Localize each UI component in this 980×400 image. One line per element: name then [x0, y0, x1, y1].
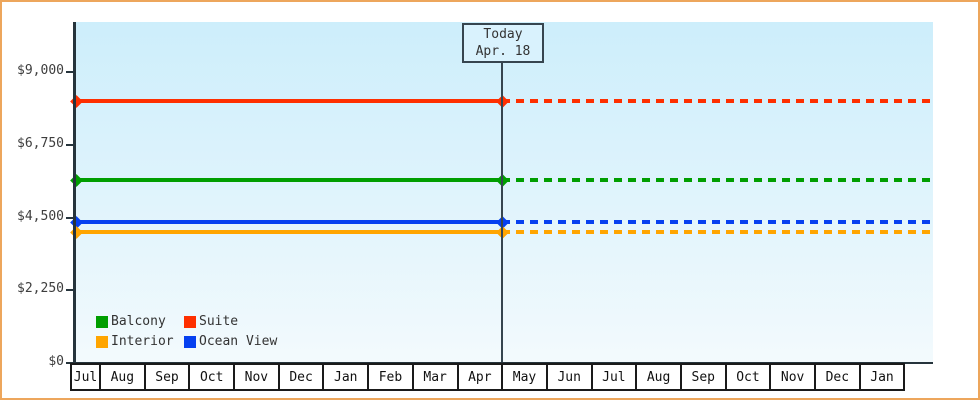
legend-swatch: [184, 336, 196, 348]
month-label: Oct: [736, 369, 760, 385]
today-line: [501, 62, 503, 363]
legend-label: Suite: [199, 314, 239, 329]
month-axis: Jul Aug Sep Oct Nov Dec Jan Feb Mar Apr May Jun Jul A…: [70, 363, 933, 391]
price-line-forecast-balcony: [502, 178, 933, 183]
month-label: Jul: [73, 369, 98, 385]
month-cell: Oct: [724, 363, 772, 391]
month-label: Aug: [110, 369, 135, 385]
month-cell: May: [501, 363, 548, 391]
y-tick-label: $6,750: [17, 135, 64, 151]
month-label: Sep: [691, 369, 716, 385]
price-line-solid-balcony: [76, 178, 502, 183]
y-tick: [66, 143, 75, 146]
month-label: Dec: [825, 369, 850, 385]
legend-item-interior: Interior: [96, 335, 174, 349]
y-tick-label: $9,000: [17, 63, 64, 78]
y-tick: [66, 289, 75, 292]
y-tick: [66, 71, 75, 73]
month-label: Nov: [244, 369, 269, 385]
today-flag: Today Apr. 18: [462, 23, 544, 63]
legend-item-ocean-view: Ocean View: [184, 335, 277, 349]
month-cell: Sep: [143, 363, 191, 391]
month-label: Apr: [468, 369, 492, 385]
y-tick: [66, 216, 75, 219]
legend-label: Balcony: [111, 314, 166, 329]
price-line-forecast-interior: [502, 230, 933, 235]
month-label: May: [512, 369, 537, 385]
legend-item-balcony: Balcony: [96, 315, 166, 329]
month-cell: Sep: [679, 363, 727, 391]
price-line-solid-interior: [76, 230, 502, 235]
month-cell: Jan: [322, 363, 370, 391]
month-label: Oct: [199, 369, 224, 385]
legend-item-suite: Suite: [184, 315, 238, 329]
month-label: Jun: [557, 369, 581, 385]
y-tick-label: $2,250: [17, 281, 64, 297]
month-cell: Oct: [188, 363, 236, 391]
price-line-solid-ocean-view: [76, 220, 502, 225]
legend-swatch: [96, 316, 108, 328]
month-label: Jan: [870, 369, 894, 385]
y-tick-label: $0: [48, 354, 64, 369]
y-tick-label: $4,500: [17, 208, 64, 224]
legend-label: Interior: [111, 334, 174, 349]
month-cell: Dec: [814, 363, 861, 391]
month-cell: Nov: [769, 363, 816, 391]
month-label: Dec: [289, 369, 313, 385]
month-cell: Apr: [456, 363, 504, 391]
month-cell: Jun: [545, 363, 593, 391]
month-label: Jul: [602, 369, 626, 385]
legend-label: Ocean View: [199, 334, 278, 349]
month-label: Mar: [423, 369, 447, 385]
legend-swatch: [96, 336, 108, 348]
plot-area: [76, 22, 933, 363]
price-line-forecast-ocean-view: [502, 220, 933, 225]
month-label: Nov: [780, 369, 805, 385]
price-line-forecast-suite: [502, 99, 933, 104]
month-cell: Dec: [277, 363, 325, 391]
today-flag-title: Today: [483, 27, 523, 42]
month-cell: Jul: [590, 363, 638, 391]
price-line-solid-suite: [76, 99, 502, 104]
month-label: Aug: [646, 369, 671, 385]
legend-swatch: [184, 316, 196, 328]
y-axis: [73, 22, 76, 363]
today-flag-date: Apr. 18: [475, 44, 531, 59]
month-cell: Feb: [367, 363, 414, 391]
month-label: Jan: [334, 369, 358, 385]
month-cell: Mar: [411, 363, 459, 391]
month-cell: Nov: [233, 363, 280, 391]
month-cell: Aug: [635, 363, 682, 391]
month-label: Sep: [155, 369, 179, 385]
month-cell: Jul: [70, 363, 101, 391]
month-cell: Aug: [99, 363, 146, 391]
month-cell: Jan: [858, 363, 906, 391]
month-label: Feb: [378, 369, 403, 385]
